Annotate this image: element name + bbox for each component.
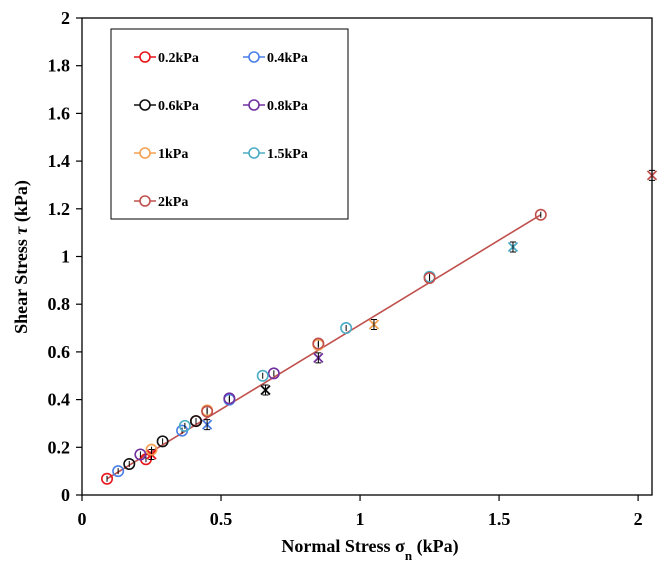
legend-marker <box>248 147 260 159</box>
data-point <box>312 337 325 350</box>
x-axis-title-unit: (kPa) <box>412 536 459 557</box>
legend-marker <box>139 195 151 207</box>
x-tick-label: 0.5 <box>210 509 233 529</box>
y-tick-label: 2 <box>61 8 70 28</box>
legend-item: 2kPa <box>134 195 188 210</box>
data-point <box>112 465 125 478</box>
y-tick-label: 0.6 <box>48 342 71 362</box>
data-point <box>178 419 191 432</box>
legend-item: 0.6kPa <box>134 99 199 114</box>
data-point <box>223 392 236 405</box>
data-marks <box>101 169 657 485</box>
data-point <box>423 271 436 284</box>
legend: 0.2kPa 0.4kPa 0.6kPa 0.8kPa 1kPa 1.5kPa 2kPa <box>110 28 349 220</box>
x-marker-error-bar <box>370 318 377 330</box>
y-tick-label: 1.2 <box>48 199 71 219</box>
data-point <box>101 472 114 485</box>
legend-item: 1kPa <box>134 147 188 162</box>
x-tick-label: 1.5 <box>488 509 511 529</box>
data-point <box>123 457 136 470</box>
legend-marker <box>139 147 151 159</box>
legend-marker <box>248 99 260 111</box>
legend-item: 0.4kPa <box>243 51 308 66</box>
y-axis-title-main: Shear Stress <box>11 235 31 334</box>
y-tick-label: 1.4 <box>48 151 71 171</box>
x-marker-error-bar <box>649 169 655 181</box>
x-tick-label: 0 <box>78 509 87 529</box>
legend-label: 0.4kPa <box>267 51 308 66</box>
x-axis-title-subscript: n <box>405 548 413 563</box>
legend-marker <box>248 51 260 63</box>
legend-label: 0.8kPa <box>267 99 308 114</box>
legend-label: 1.5kPa <box>267 147 308 162</box>
y-tick-label: 1 <box>61 247 70 267</box>
data-point <box>267 367 280 380</box>
y-axis-ticks: 0 0.2 0.4 0.6 0.8 1 1.2 1.4 1.6 1.8 2 <box>48 8 82 505</box>
y-tick-label: 1.8 <box>48 56 71 76</box>
legend-label: 1kPa <box>158 147 188 162</box>
y-axis-title: Shear Stress τ (kPa) <box>11 180 32 334</box>
y-tick-label: 0.4 <box>48 390 71 410</box>
legend-item: 0.2kPa <box>134 51 199 66</box>
x-marker-error-bar <box>204 419 211 431</box>
y-tick-label: 0.2 <box>48 437 71 457</box>
y-tick-label: 0 <box>61 485 70 505</box>
data-point <box>190 415 203 428</box>
y-tick-label: 0.8 <box>48 294 71 314</box>
legend-item: 1.5kPa <box>243 147 308 162</box>
x-axis-title: Normal Stress σn (kPa) <box>281 536 458 563</box>
x-marker-error-bar <box>262 384 269 396</box>
data-point <box>134 448 147 461</box>
data-point <box>156 435 169 448</box>
x-tick-label: 1 <box>356 509 365 529</box>
data-point <box>340 322 353 335</box>
legend-marker <box>139 99 151 111</box>
y-axis-title-unit: (kPa) <box>11 180 32 227</box>
legend-label: 0.2kPa <box>158 51 199 66</box>
x-marker-error-bar <box>509 241 516 253</box>
legend-label: 2kPa <box>158 195 188 210</box>
data-point <box>145 443 158 456</box>
data-point <box>201 405 214 418</box>
y-axis-title-symbol: τ <box>11 226 31 235</box>
x-axis-ticks: 0 0.5 1 1.5 2 <box>78 495 643 529</box>
legend-label: 0.6kPa <box>158 99 199 114</box>
x-axis-title-main: Normal Stress σ <box>281 536 405 556</box>
legend-item: 0.8kPa <box>243 99 308 114</box>
legend-box <box>110 28 349 220</box>
data-point <box>534 208 547 221</box>
x-tick-label: 2 <box>634 509 643 529</box>
legend-marker <box>139 51 151 63</box>
legend-items: 0.2kPa 0.4kPa 0.6kPa 0.8kPa 1kPa 1.5kPa 2kPa <box>134 51 308 210</box>
x-marker-error-bar <box>315 352 322 364</box>
data-point <box>256 369 269 382</box>
y-tick-label: 1.6 <box>48 103 71 123</box>
